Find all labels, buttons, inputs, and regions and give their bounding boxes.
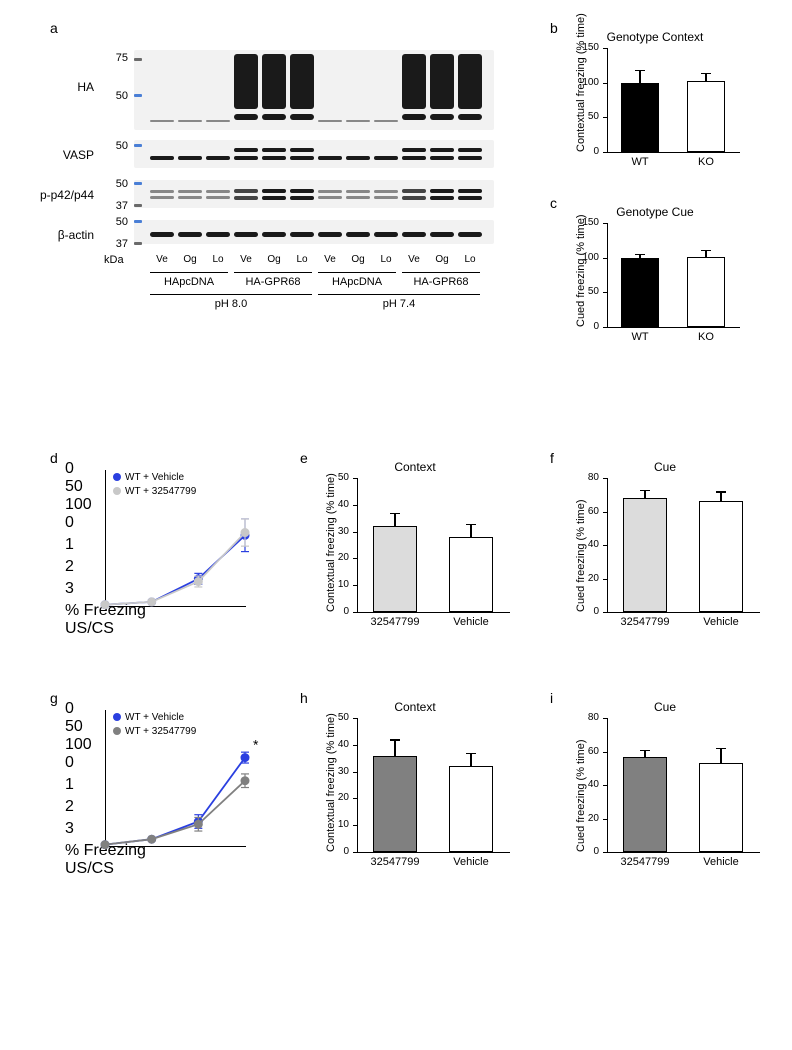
chart-genotype-cue: Genotype Cue050100150Cued freezing (% ti… [565,205,745,355]
bar [699,501,744,612]
chart-g-line: 0501000123% FreezingUS/CS*WT + VehicleWT… [65,700,255,880]
svg-text:*: * [253,737,259,753]
chart-genotype-context: Genotype Context050100150Contextual free… [565,30,745,180]
bar [449,766,494,852]
blot-row-ha [134,50,494,130]
chart-i-cue: Cue020406080Cued freezing (% time)325477… [565,700,765,880]
bar [623,757,668,852]
kda-label: kDa [104,254,124,266]
panel-label-h: h [300,690,308,706]
blot-row-erk [134,180,494,208]
panel-label-d: d [50,450,58,466]
probe-ha: HA [34,80,94,94]
mw-37: 37 [104,200,128,212]
bar [449,537,494,612]
bar [699,763,744,852]
panel-label-a: a [50,20,58,36]
blot-row-actin [134,220,494,244]
panel-label-g: g [50,690,58,706]
mw-75: 75 [104,52,128,64]
mw-50-3: 50 [104,178,128,190]
chart-f-cue: Cue020406080Cued freezing (% time)325477… [565,460,765,640]
panel-label-i: i [550,690,553,706]
probe-actin: β-actin [34,228,94,242]
bar [373,526,418,612]
bar [687,81,726,152]
bar [621,258,660,327]
mw-50-2: 50 [104,140,128,152]
panel-label-c: c [550,195,557,211]
mw-37-2: 37 [104,238,128,250]
figure: a 75 50 [20,20,772,1030]
bar [621,83,660,152]
chart-d-line: 0501000123% FreezingUS/CSWT + VehicleWT … [65,460,255,640]
bar [623,498,668,612]
chart-e-context: Context01020304050Contextual freezing (%… [315,460,515,640]
bar [687,257,726,327]
mw-50-4: 50 [104,216,128,228]
blot-row-vasp [134,140,494,168]
bar [373,756,418,852]
probe-vasp: VASP [34,148,94,162]
chart-h-context: Context01020304050Contextual freezing (%… [315,700,515,880]
mw-50: 50 [104,90,128,102]
panel-label-e: e [300,450,308,466]
panel-label-b: b [550,20,558,36]
probe-erk: p-p42/p44 [34,188,94,202]
panel-label-f: f [550,450,554,466]
